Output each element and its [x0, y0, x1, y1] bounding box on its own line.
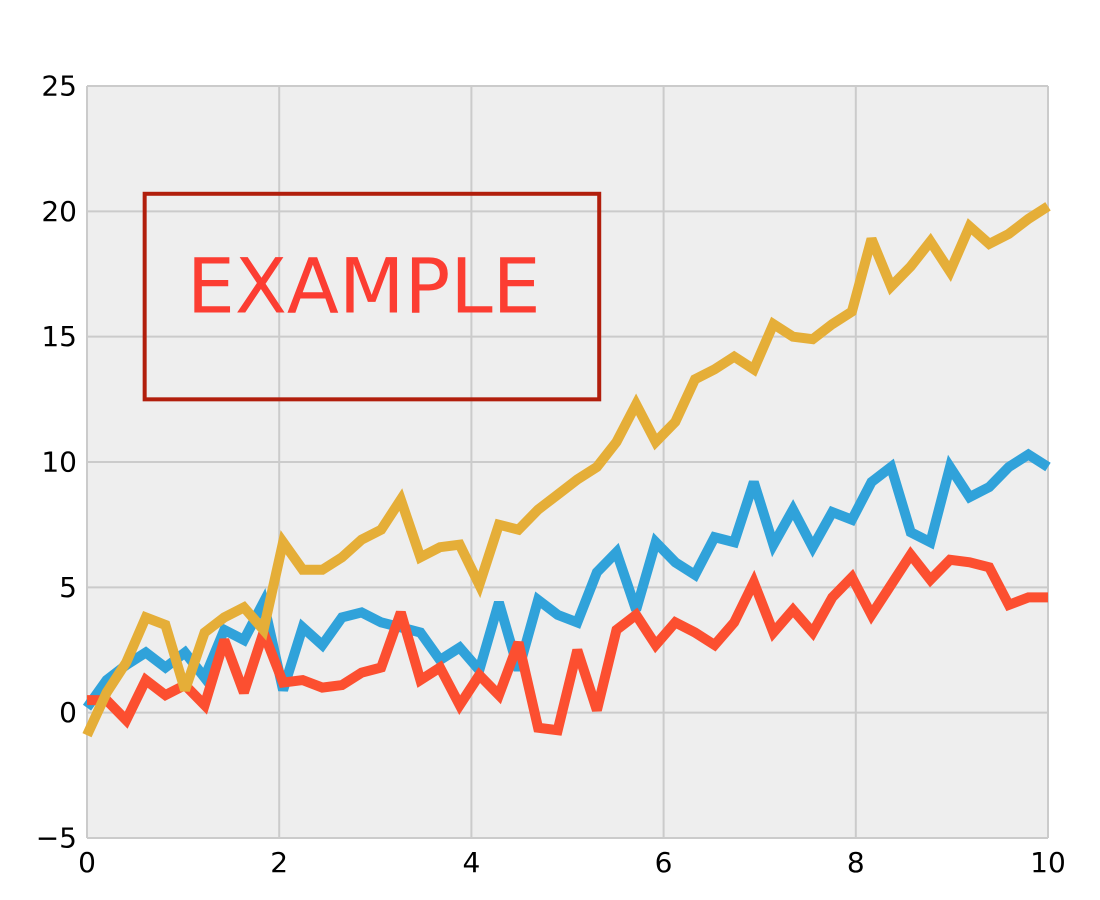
series-line-2 — [87, 546, 1048, 736]
y-tick-label: 15 — [41, 320, 77, 353]
x-tick-label: 4 — [462, 846, 480, 879]
y-tick-label: 20 — [41, 195, 77, 228]
x-tick-label: 10 — [1030, 846, 1066, 879]
series-lines — [82, 202, 1051, 738]
y-tick-label: 25 — [41, 70, 77, 103]
x-tick-label: 6 — [655, 846, 673, 879]
annotation-text: EXAMPLE — [187, 242, 541, 331]
y-tick-label: 5 — [59, 571, 77, 604]
x-tick-label: 2 — [270, 846, 288, 879]
series-line-3 — [82, 202, 1051, 738]
annotation: EXAMPLE — [142, 191, 602, 402]
gridlines — [86, 85, 1049, 839]
annotation-box — [142, 191, 602, 402]
y-tick-label: 0 — [59, 696, 77, 729]
y-axis-ticks: −5 0 5 10 15 20 25 — [36, 70, 77, 855]
y-tick-label: 10 — [41, 446, 77, 479]
x-tick-label: 0 — [78, 846, 96, 879]
x-axis-ticks: 0 2 4 6 8 10 — [78, 846, 1066, 879]
series-line-1 — [82, 448, 1051, 711]
x-tick-label: 8 — [847, 846, 865, 879]
y-tick-label: −5 — [36, 822, 77, 855]
